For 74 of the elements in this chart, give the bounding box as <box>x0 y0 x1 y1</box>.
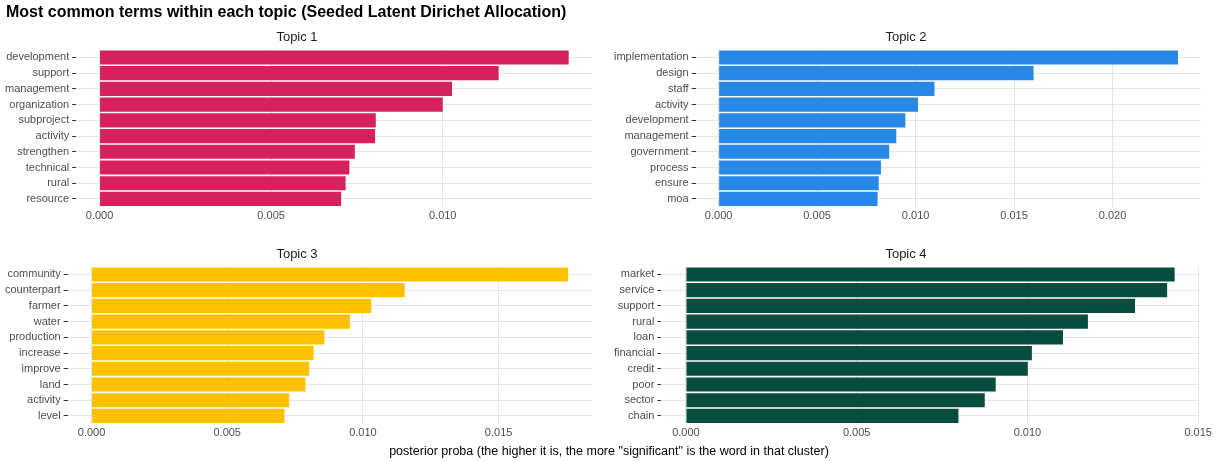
y-tick-label: technical <box>25 160 70 173</box>
x-tick-label: 0.000 <box>85 209 114 222</box>
y-tick-label: design <box>656 66 689 79</box>
x-tick-label: 0.015 <box>1184 426 1212 439</box>
y-tick-label: development <box>625 113 689 126</box>
y-tick-label: subproject <box>18 113 70 126</box>
y-tick-label: rural <box>47 176 70 189</box>
y-tick-label: ensure <box>654 176 689 189</box>
bar <box>686 298 1136 313</box>
y-tick-label: water <box>32 314 61 327</box>
x-tick-label: 0.020 <box>1098 209 1127 222</box>
x-tick-label: 0.005 <box>257 209 285 222</box>
y-tick-label: improve <box>21 361 61 374</box>
y-tick-label: sector <box>624 393 655 406</box>
y-tick-label: organization <box>9 97 70 110</box>
y-tick-label: chain <box>628 408 655 421</box>
x-tick-label: 0.015 <box>1000 209 1028 222</box>
y-tick-label: land <box>39 377 61 390</box>
y-tick-label: financial <box>614 346 655 359</box>
x-tick-label: 0.000 <box>704 209 733 222</box>
y-tick-label: loan <box>633 330 655 343</box>
x-axis-title: posterior proba (the higher it is, the more "significant" is the word in that cluster) <box>388 444 830 458</box>
chart-title: Most common terms within each topic (Seeded Latent Dirichet Allocation) <box>6 3 567 21</box>
bar <box>719 81 935 96</box>
y-tick-label: support <box>32 66 70 79</box>
y-tick-label: staff <box>668 81 690 94</box>
chart-subtitle: Topic 2 <box>885 29 927 45</box>
y-tick-label: level <box>38 408 61 421</box>
y-tick-label: service <box>619 283 655 296</box>
bar <box>92 345 314 361</box>
y-tick-label: farmer <box>28 298 61 311</box>
bar <box>686 408 959 424</box>
y-tick-label: counterpart <box>4 283 61 296</box>
bar <box>92 298 372 313</box>
x-tick-label: 0.010 <box>428 209 457 222</box>
x-tick-label: 0.000 <box>77 426 106 439</box>
bar <box>686 345 1032 361</box>
bar <box>92 408 285 424</box>
bar <box>100 128 376 144</box>
y-tick-label: activity <box>35 129 70 142</box>
x-tick-label: 0.010 <box>901 209 930 222</box>
y-tick-label: development <box>6 50 70 63</box>
y-tick-label: government <box>630 144 689 157</box>
bar <box>100 191 342 207</box>
bar <box>719 128 897 144</box>
y-tick-label: activity <box>27 393 62 406</box>
bar <box>719 191 878 207</box>
y-tick-label: activity <box>654 97 690 110</box>
y-tick-label: strengthen <box>17 144 70 157</box>
y-tick-label: poor <box>632 377 655 390</box>
y-tick-label: implementation <box>614 50 689 63</box>
y-tick-label: rural <box>632 314 655 327</box>
y-tick-label: resource <box>26 191 70 204</box>
y-tick-label: production <box>9 330 61 343</box>
y-tick-label: increase <box>19 346 61 359</box>
chart-subtitle: Topic 1 <box>276 29 318 45</box>
y-tick-label: community <box>7 267 62 280</box>
x-tick-label: 0.010 <box>1013 426 1042 439</box>
y-tick-label: management <box>4 81 70 94</box>
chart-subtitle: Topic 3 <box>276 246 318 262</box>
y-tick-label: credit <box>627 361 655 374</box>
x-tick-label: 0.015 <box>484 426 513 439</box>
bar <box>100 81 452 96</box>
y-tick-label: management <box>624 129 689 142</box>
x-tick-label: 0.005 <box>213 426 241 439</box>
y-tick-label: market <box>620 267 655 280</box>
x-tick-label: 0.005 <box>803 209 831 222</box>
x-tick-label: 0.005 <box>842 426 871 439</box>
y-tick-label: support <box>617 298 655 311</box>
x-tick-label: 0.000 <box>672 426 700 439</box>
y-tick-label: process <box>650 160 690 173</box>
x-tick-label: 0.010 <box>349 426 377 439</box>
y-tick-label: moa <box>667 191 690 204</box>
chart-subtitle: Topic 4 <box>885 246 927 262</box>
